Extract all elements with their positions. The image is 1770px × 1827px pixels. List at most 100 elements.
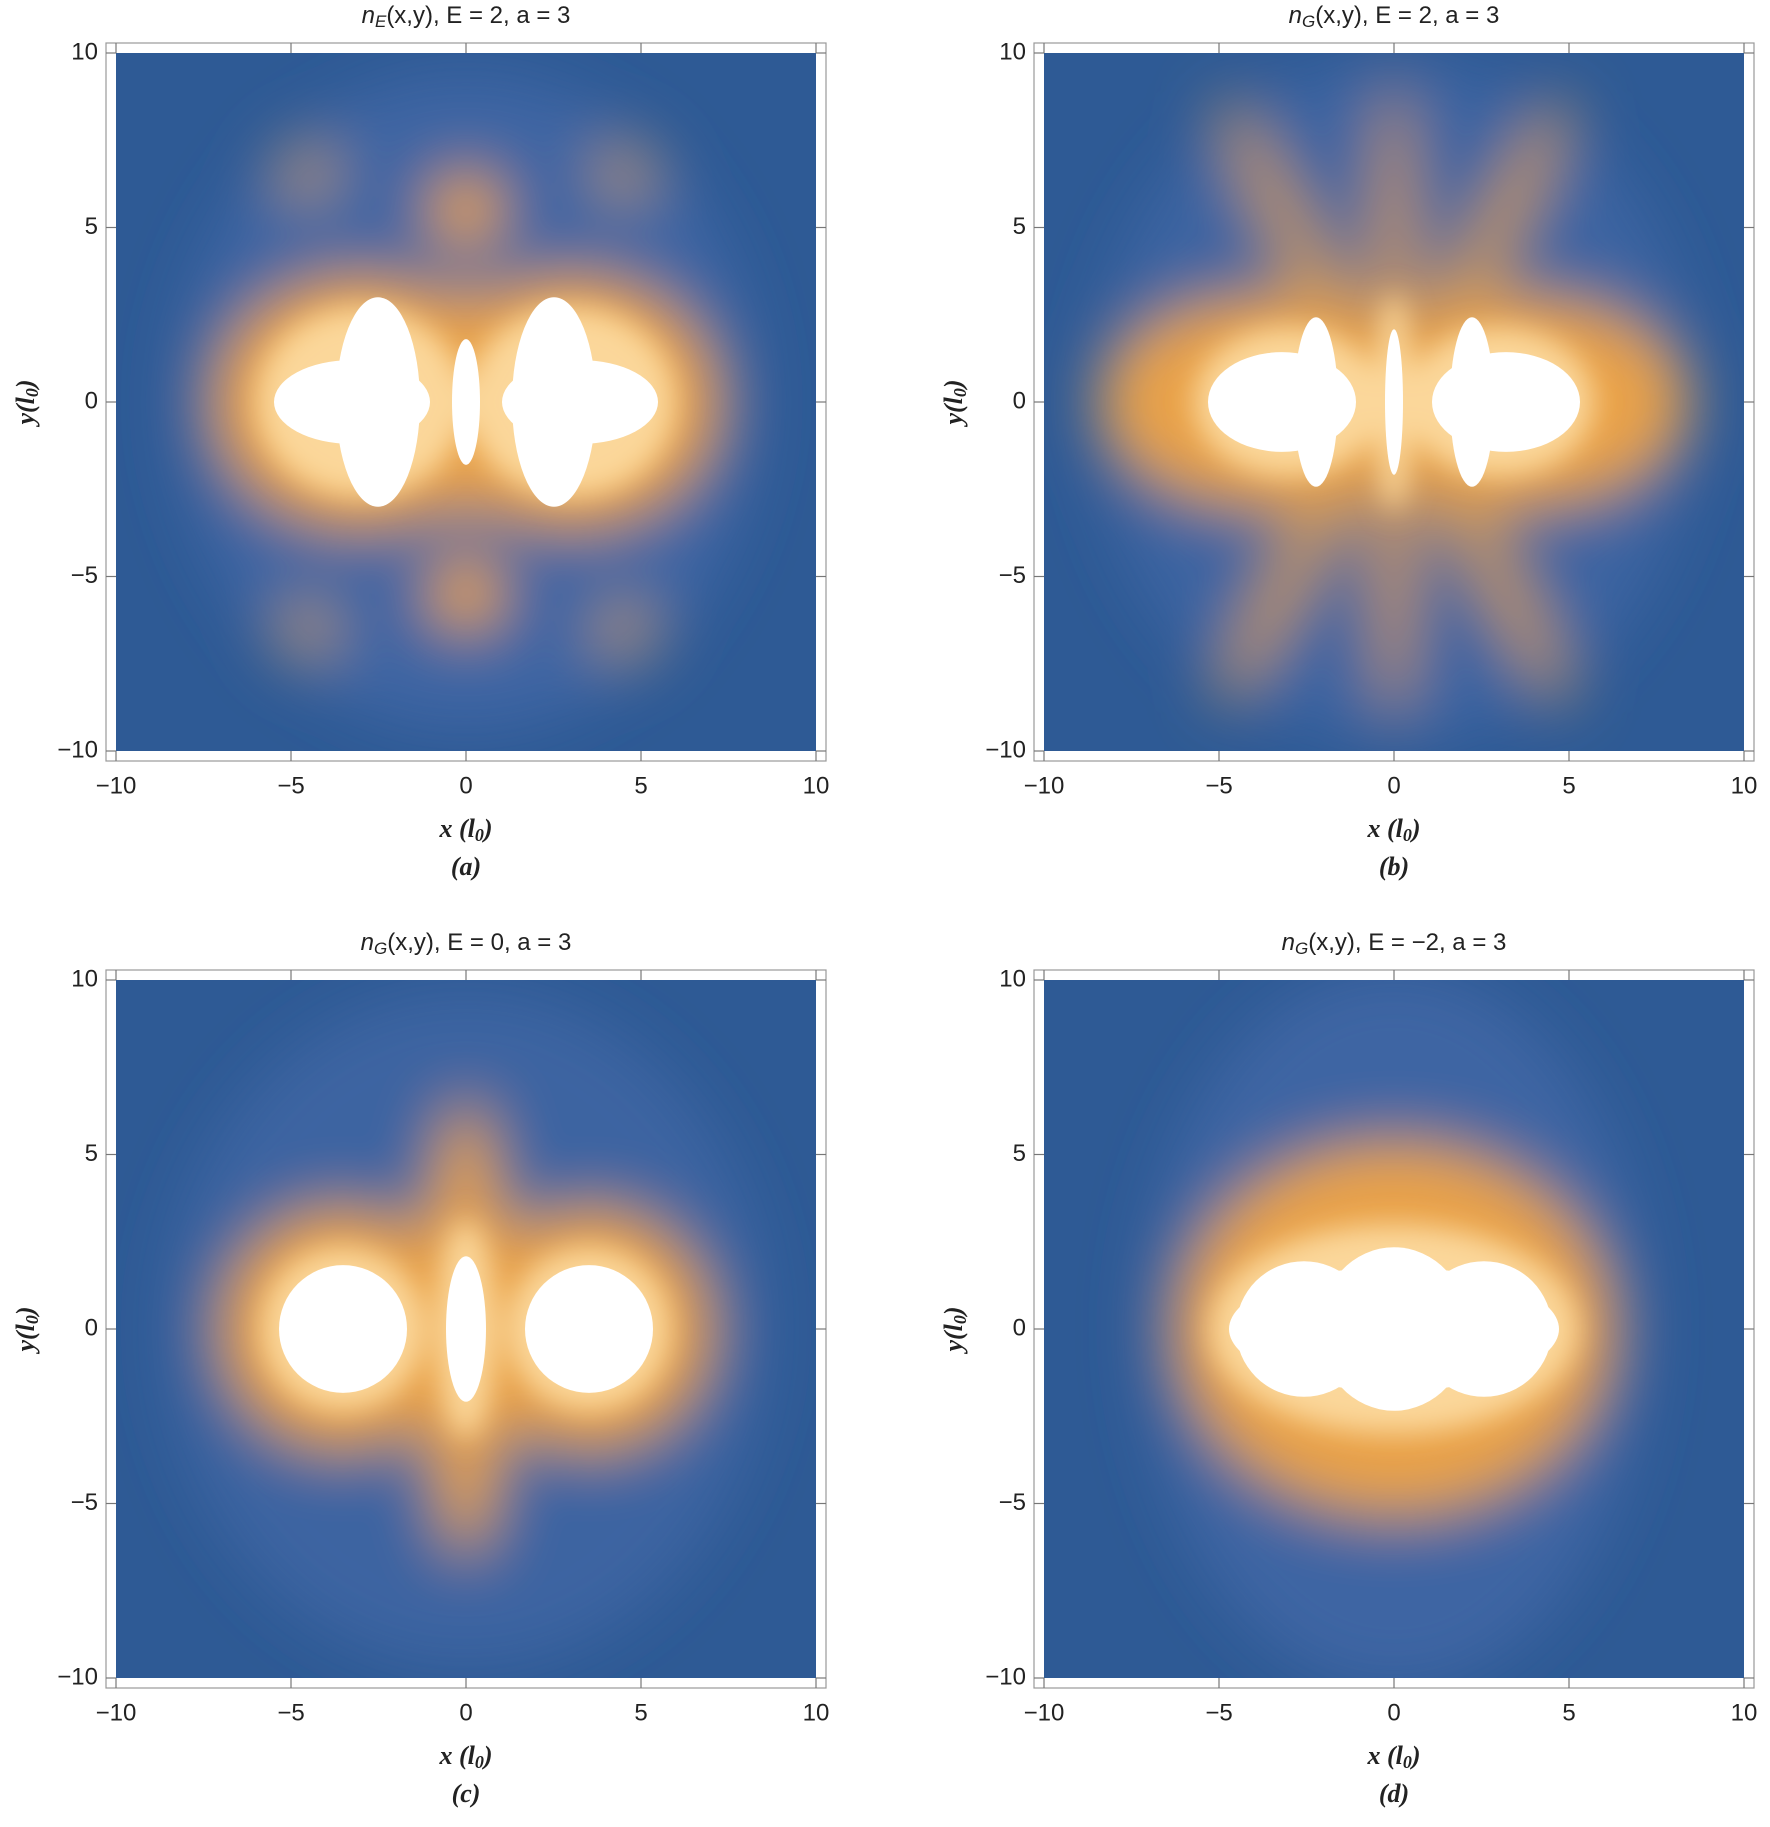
y-label-subscript: 0 xyxy=(22,388,42,397)
x-label-text: x (l xyxy=(438,814,475,843)
y-axis-label: y(l0) xyxy=(11,1306,42,1354)
y-label-text: y(l xyxy=(11,396,40,427)
x-tick-label: 5 xyxy=(634,772,647,799)
chart-title: nE(x,y), E = 2, a = 3 xyxy=(362,2,571,31)
y-axis-label: y(l0) xyxy=(11,379,42,427)
y-tick-label: −10 xyxy=(985,736,1026,763)
x-label-close: ) xyxy=(1410,814,1421,843)
title-text: (x,y), E = 0, a = 3 xyxy=(387,929,571,956)
x-label-subscript: 0 xyxy=(475,1752,484,1772)
x-tick-label: −5 xyxy=(277,772,304,799)
title-text: (x,y), E = −2, a = 3 xyxy=(1308,929,1506,956)
x-label-subscript: 0 xyxy=(475,825,484,845)
x-tick-label: 0 xyxy=(1387,772,1400,799)
title-symbol: n xyxy=(362,2,375,29)
y-label-close: ) xyxy=(939,1306,968,1317)
x-label-close: ) xyxy=(482,1741,493,1770)
y-tick-label: 10 xyxy=(71,965,98,992)
y-label-close: ) xyxy=(11,379,40,390)
y-label-subscript: 0 xyxy=(950,1315,970,1324)
title-symbol: n xyxy=(1282,929,1295,956)
y-tick-label: 5 xyxy=(85,1140,98,1167)
title-symbol: n xyxy=(361,929,374,956)
x-tick-label: 0 xyxy=(1387,1699,1400,1726)
density-field xyxy=(1044,980,1744,1678)
y-tick-label: 5 xyxy=(1013,1140,1026,1167)
x-label-subscript: 0 xyxy=(1403,1752,1412,1772)
x-tick-label: −10 xyxy=(1024,1699,1065,1726)
title-subscript: E xyxy=(375,12,387,31)
x-tick-label: 5 xyxy=(1562,1699,1575,1726)
saturated-region xyxy=(279,1256,653,1402)
y-tick-label: 0 xyxy=(1013,1314,1026,1341)
y-label-subscript: 0 xyxy=(950,388,970,397)
x-tick-label: −5 xyxy=(1205,772,1232,799)
x-tick-label: 5 xyxy=(1562,772,1575,799)
panel-caption: (c) xyxy=(452,1779,481,1808)
y-tick-label: −10 xyxy=(985,1663,1026,1690)
panel-caption: (a) xyxy=(451,852,481,881)
y-tick-label: 5 xyxy=(1013,213,1026,240)
x-tick-label: 10 xyxy=(1731,1699,1758,1726)
y-tick-label: −5 xyxy=(71,562,98,589)
y-tick-label: 10 xyxy=(71,38,98,65)
x-tick-label: −5 xyxy=(1205,1699,1232,1726)
title-subscript: G xyxy=(1302,12,1315,31)
saturated-region xyxy=(274,297,658,507)
x-tick-label: 0 xyxy=(459,1699,472,1726)
y-axis-label: y(l0) xyxy=(939,1306,970,1354)
chart-title: nG(x,y), E = 0, a = 3 xyxy=(361,929,572,958)
x-tick-label: 10 xyxy=(803,1699,830,1726)
x-tick-label: 0 xyxy=(459,772,472,799)
panel-caption: (b) xyxy=(1379,852,1409,881)
x-tick-label: 10 xyxy=(803,772,830,799)
y-axis-label: y(l0) xyxy=(939,379,970,427)
y-tick-label: 0 xyxy=(85,1314,98,1341)
x-tick-label: −10 xyxy=(96,772,137,799)
saturated-region xyxy=(1208,317,1580,487)
saturated-region xyxy=(1229,1247,1559,1411)
title-symbol: n xyxy=(1289,2,1302,29)
x-axis-label: x (l0) xyxy=(1366,814,1420,845)
panel-caption: (d) xyxy=(1379,1779,1409,1808)
title-subscript: G xyxy=(1295,939,1308,958)
y-label-text: y(l xyxy=(939,396,968,427)
y-label-text: y(l xyxy=(11,1323,40,1354)
x-label-text: x (l xyxy=(1366,814,1403,843)
y-tick-label: 0 xyxy=(1013,387,1026,414)
y-tick-label: −5 xyxy=(999,1489,1026,1516)
y-tick-label: −10 xyxy=(57,736,98,763)
density-field xyxy=(1044,53,1744,751)
x-axis-label: x (l0) xyxy=(1366,1741,1420,1772)
y-label-subscript: 0 xyxy=(22,1315,42,1324)
x-label-close: ) xyxy=(1410,1741,1421,1770)
x-label-subscript: 0 xyxy=(1403,825,1412,845)
x-tick-label: −5 xyxy=(277,1699,304,1726)
x-tick-label: 10 xyxy=(1731,772,1758,799)
y-label-text: y(l xyxy=(939,1323,968,1354)
y-label-close: ) xyxy=(11,1306,40,1317)
x-label-close: ) xyxy=(482,814,493,843)
y-tick-label: 0 xyxy=(85,387,98,414)
y-label-close: ) xyxy=(939,379,968,390)
x-label-text: x (l xyxy=(1366,1741,1403,1770)
density-field xyxy=(116,53,816,751)
y-tick-label: −10 xyxy=(57,1663,98,1690)
y-tick-label: −5 xyxy=(71,1489,98,1516)
x-tick-label: −10 xyxy=(96,1699,137,1726)
title-text: (x,y), E = 2, a = 3 xyxy=(386,2,570,29)
x-axis-label: x (l0) xyxy=(438,1741,492,1772)
x-tick-label: −10 xyxy=(1024,772,1065,799)
title-text: (x,y), E = 2, a = 3 xyxy=(1315,2,1499,29)
x-axis-label: x (l0) xyxy=(438,814,492,845)
x-label-text: x (l xyxy=(438,1741,475,1770)
y-tick-label: 5 xyxy=(85,213,98,240)
chart-title: nG(x,y), E = 2, a = 3 xyxy=(1289,2,1500,31)
y-tick-label: 10 xyxy=(999,38,1026,65)
y-tick-label: 10 xyxy=(999,965,1026,992)
chart-title: nG(x,y), E = −2, a = 3 xyxy=(1282,929,1507,958)
title-subscript: G xyxy=(374,939,387,958)
y-tick-label: −5 xyxy=(999,562,1026,589)
